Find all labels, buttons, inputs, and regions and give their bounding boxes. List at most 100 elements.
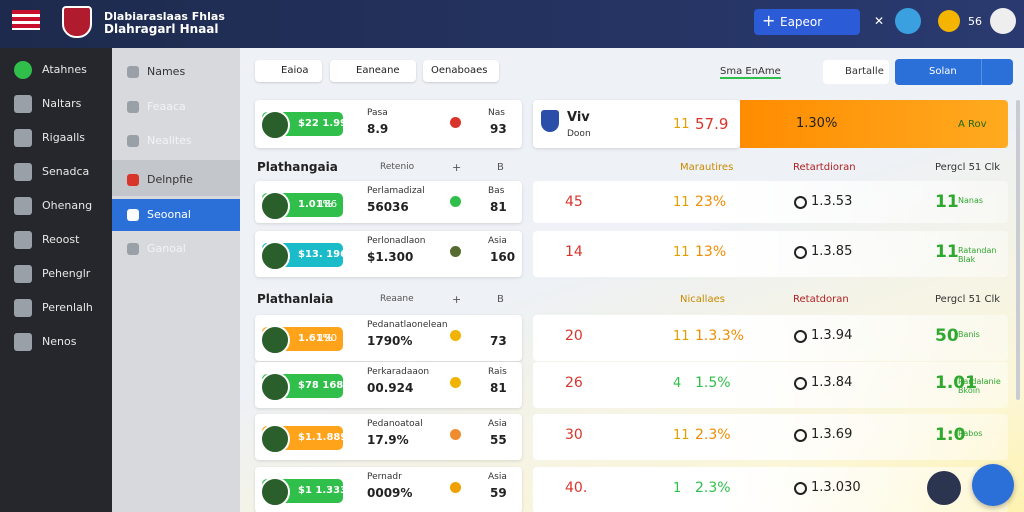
row-detail[interactable]: 30 11 2.3% 1.3.69 1:0 Rabos xyxy=(533,414,1008,460)
primary-button[interactable]: Solan xyxy=(895,59,981,85)
subnav-item[interactable]: Feaaca xyxy=(147,100,186,113)
badge: $22 1.99 xyxy=(260,110,347,140)
filter-button[interactable]: Bartalle xyxy=(823,60,889,84)
tab-label: Oenaboaes xyxy=(431,65,488,76)
number: 73 xyxy=(490,334,507,348)
row-card[interactable]: 1.01% 186 Perlamadizal 56036 Bas 81 xyxy=(255,181,522,223)
subnav-item[interactable]: Nealites xyxy=(147,134,192,147)
badge: $78 168 xyxy=(260,372,343,402)
odds: 1.3.53 xyxy=(811,194,853,209)
badge-text: $1.1.889 xyxy=(298,432,348,443)
sidebar-item[interactable]: Senadca xyxy=(42,165,90,178)
featured-card[interactable]: $22 1.99 Pasa 8.9 Nas 93 xyxy=(255,100,522,148)
sidebar-item[interactable]: Reoost xyxy=(42,233,80,246)
primary-label: Solan xyxy=(929,66,957,77)
label: Perlamadizal xyxy=(367,186,425,196)
number: 93 xyxy=(490,122,507,136)
section-title: Plathanlaia xyxy=(257,292,334,306)
subnav-item[interactable]: Ganoal xyxy=(147,242,186,255)
column-label: Nicallaes xyxy=(680,294,725,305)
big-number: 11 xyxy=(935,192,959,212)
name: Viv xyxy=(567,110,590,125)
featured-detail[interactable]: Viv Doon 11 57.9 xyxy=(533,100,740,148)
label: Pedanatlaonelean xyxy=(367,320,448,330)
export-button[interactable]: Eapeor + xyxy=(754,9,860,35)
fab-menu[interactable] xyxy=(972,464,1014,506)
big-number: 1:0 xyxy=(935,425,966,445)
score: 40. xyxy=(565,480,588,496)
percent: 2.3% xyxy=(695,427,731,443)
badge: 1.01% 186 xyxy=(260,191,343,221)
column-label: Retartdioran xyxy=(793,162,856,173)
percent: 1.5% xyxy=(695,375,731,391)
sidebar-item[interactable]: Atahnes xyxy=(42,63,87,76)
avatar[interactable] xyxy=(895,8,921,34)
fab-share[interactable] xyxy=(927,471,961,505)
row-detail[interactable]: 45 11 23% 1.3.53 11 Nanas xyxy=(533,181,1008,223)
badge-text: 1.61% xyxy=(298,333,333,344)
row-detail[interactable]: 14 11 13% 1.3.85 11 Ratandan Blak xyxy=(533,231,1008,277)
odds: 1.3.69 xyxy=(811,427,853,442)
subnav-item[interactable]: Delnpfie xyxy=(147,173,193,186)
scrollbar xyxy=(1016,100,1020,400)
clock-icon xyxy=(794,377,807,390)
arrow: 11 xyxy=(673,195,690,210)
subnav-icon xyxy=(127,209,139,221)
subnav-icon xyxy=(127,101,139,113)
subnav-item[interactable]: Names xyxy=(147,65,186,78)
app-title: Dlabiaraslaas Fhlas xyxy=(104,10,225,23)
team-crest xyxy=(260,110,290,140)
score: 45 xyxy=(565,194,583,210)
tab[interactable]: Eaioa xyxy=(255,60,322,82)
tab-label: Eaneane xyxy=(356,65,400,76)
big-number: 50 xyxy=(935,326,959,346)
percent: 13% xyxy=(695,244,727,260)
number: 59 xyxy=(490,486,507,500)
sidebar-item[interactable]: Ohenang xyxy=(42,199,93,212)
row-card[interactable]: $78 168 Perkaradaaon 00.924 Rais 81 xyxy=(255,362,522,408)
sidebar-icon xyxy=(14,197,32,215)
sidebar-item[interactable]: Nenos xyxy=(42,335,77,348)
subnav-icon xyxy=(127,66,139,78)
row-detail[interactable]: 20 11 1.3.3% 1.3.94 50 Banis xyxy=(533,315,1008,361)
notification-icon[interactable] xyxy=(938,10,960,32)
row-card[interactable]: $13. 196 Perlonadlaon $1.300 Asia 160 xyxy=(255,231,522,277)
odds: 1.3.030 xyxy=(811,480,861,495)
profile-avatar[interactable] xyxy=(990,8,1016,34)
column-label: Pergcl 51 Clk xyxy=(935,162,1001,173)
row-card[interactable]: $1 1.333 Pernadr 0009% Asia 59 xyxy=(255,467,522,512)
number: 81 xyxy=(490,200,507,214)
tab[interactable]: Oenaboaes xyxy=(423,60,499,82)
small-label: Asia xyxy=(488,472,507,482)
row-card[interactable]: 1.61% 190 Pedanatlaonelean 1790% 73 xyxy=(255,315,522,361)
column-label: + xyxy=(452,161,462,174)
team-crest xyxy=(260,325,290,355)
search-button[interactable] xyxy=(981,59,1013,85)
column-label: + xyxy=(452,293,462,306)
featured-rate: 1.30% A Rov xyxy=(740,100,1008,148)
sidebar-item[interactable]: Naltars xyxy=(42,97,82,110)
status-label: Sma EnAme xyxy=(720,66,781,79)
sidebar-icon xyxy=(14,333,32,351)
status-dot xyxy=(450,246,461,257)
sidebar-item[interactable]: Rigaalls xyxy=(42,131,86,144)
odds: 1.3.85 xyxy=(811,244,853,259)
sidebar-item[interactable]: Perenlalh xyxy=(42,301,93,314)
tab[interactable]: Eaneane xyxy=(330,60,416,82)
sidebar-item[interactable]: Pehenglr xyxy=(42,267,91,280)
column-label: Retenio xyxy=(380,162,415,172)
note: Rabos xyxy=(958,429,983,438)
close-icon[interactable]: ✕ xyxy=(874,14,885,28)
row-card[interactable]: $1.1.889 Pedanoatoal 17.9% Asia 55 xyxy=(255,414,522,460)
value: 0009% xyxy=(367,486,413,500)
note: Rardalanie Bkoin xyxy=(958,377,1001,395)
subnav-item[interactable]: Seoonal xyxy=(147,208,191,221)
team-crest xyxy=(260,477,290,507)
sidebar-icon xyxy=(14,299,32,317)
row-detail[interactable]: 26 4 1.5% 1.3.84 1.01 Rardalanie Bkoin xyxy=(533,362,1008,408)
label: Pedanoatoal xyxy=(367,419,423,429)
percent: 1.3.3% xyxy=(695,328,744,344)
logo xyxy=(62,6,92,38)
label: Perlonadlaon xyxy=(367,236,426,246)
